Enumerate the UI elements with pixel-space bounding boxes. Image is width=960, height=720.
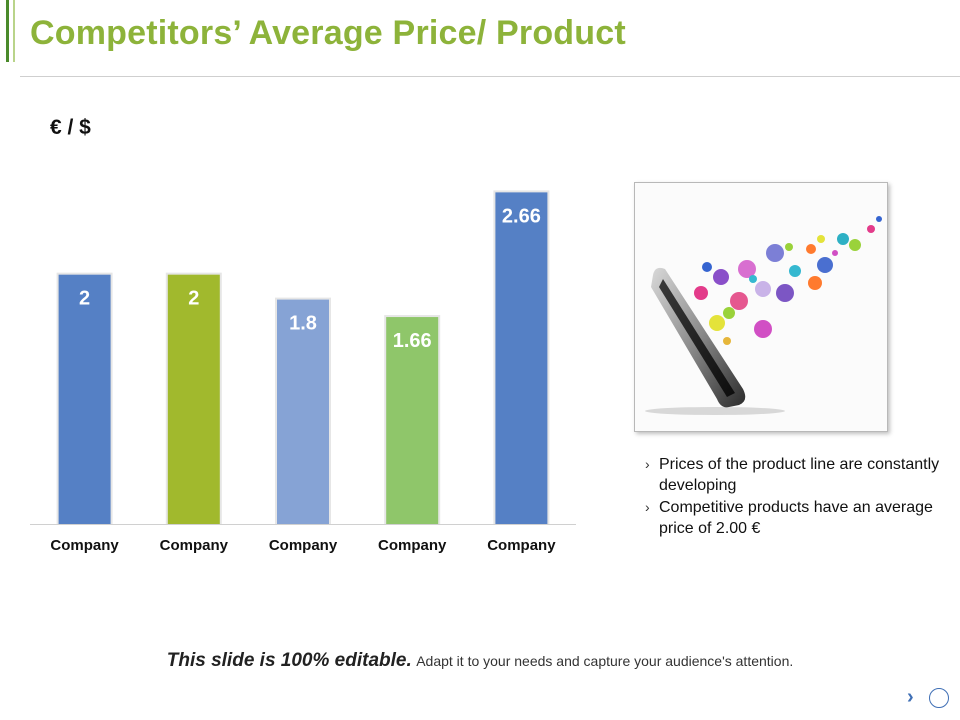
chart-unit-label: € / $ bbox=[50, 116, 91, 139]
bullet-text: Competitive products have an average pri… bbox=[659, 499, 933, 537]
accent-bar-light bbox=[13, 0, 15, 62]
bar-chart: 2 Company 2 Company 1.8 Company 1.66 Company 2.6… bbox=[30, 190, 576, 554]
bar-value-label-3: 1.8 bbox=[289, 313, 317, 335]
chevron-right-icon: › bbox=[645, 499, 650, 515]
category-label-2: Company bbox=[160, 537, 229, 554]
chevron-right-icon: › bbox=[645, 456, 650, 472]
category-label-5: Company bbox=[487, 537, 556, 554]
bar-1 bbox=[58, 274, 111, 524]
bullet-item: › Prices of the product line are constan… bbox=[640, 454, 940, 496]
bar-2 bbox=[167, 274, 220, 524]
phone-apps-illustration bbox=[645, 216, 882, 415]
bar-4 bbox=[386, 317, 439, 524]
phone-apps-image bbox=[634, 182, 888, 432]
footer-strong-text: This slide is 100% editable. bbox=[166, 650, 412, 671]
bullet-list: › Prices of the product line are constan… bbox=[640, 454, 940, 540]
title-divider bbox=[20, 76, 960, 77]
next-slide-chevron-icon[interactable]: › bbox=[907, 686, 914, 708]
nav-circle-icon[interactable] bbox=[929, 688, 949, 708]
slide-title: Competitors’ Average Price/ Product bbox=[30, 14, 626, 52]
bullet-item: › Competitive products have an average p… bbox=[640, 497, 940, 539]
footer-caption: This slide is 100% editable. Adapt it to… bbox=[0, 650, 960, 672]
category-label-3: Company bbox=[269, 537, 338, 554]
bar-3 bbox=[277, 299, 329, 524]
bar-value-label-5: 2.66 bbox=[502, 205, 541, 227]
footer-rest-text: Adapt it to your needs and capture your … bbox=[416, 653, 794, 669]
bar-value-label-2: 2 bbox=[188, 288, 199, 310]
category-label-1: Company bbox=[50, 537, 119, 554]
accent-bar-dark bbox=[6, 0, 9, 62]
bullet-text: Prices of the product line are constantl… bbox=[659, 456, 940, 494]
category-label-4: Company bbox=[378, 537, 447, 554]
bar-5 bbox=[495, 192, 548, 525]
bar-value-label-4: 1.66 bbox=[393, 330, 432, 352]
bar-value-label-1: 2 bbox=[79, 288, 90, 310]
